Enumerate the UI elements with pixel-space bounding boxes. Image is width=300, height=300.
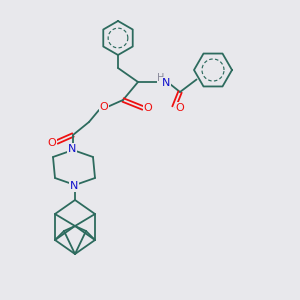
Text: O: O [176, 103, 184, 113]
Text: O: O [48, 138, 56, 148]
Text: N: N [70, 181, 78, 191]
Text: N: N [68, 144, 76, 154]
Text: H: H [157, 73, 165, 83]
Text: O: O [144, 103, 152, 113]
Text: N: N [162, 78, 170, 88]
Text: O: O [100, 102, 108, 112]
